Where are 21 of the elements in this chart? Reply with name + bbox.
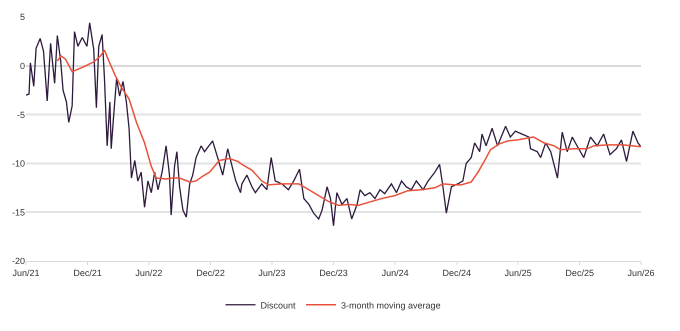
y-tick-label: -10	[12, 158, 25, 169]
y-tick-label: 5	[20, 12, 25, 22]
line-series	[56, 49, 641, 206]
y-tick-label: -5	[16, 110, 25, 120]
line-series	[26, 22, 641, 227]
y-tick-label: 0	[20, 60, 25, 71]
x-tick-label: Jun/26	[627, 268, 655, 278]
x-tick-label: Jun/21	[12, 268, 40, 278]
legend-label: 3-month moving average	[341, 300, 441, 310]
x-tick-label: Dec/23	[319, 268, 348, 278]
x-tick-label: Dec/21	[73, 268, 102, 278]
y-tick-label: -15	[12, 207, 25, 218]
x-tick-label: Dec/25	[565, 268, 594, 278]
x-tick-label: Jun/25	[504, 268, 532, 278]
y-tick-label: -20	[12, 256, 25, 266]
x-tick-label: Jun/23	[258, 268, 286, 278]
x-tick-label: Dec/24	[442, 268, 472, 278]
x-tick-label: Jun/22	[135, 268, 162, 278]
legend-label: Discount	[260, 300, 296, 310]
x-tick-label: Jun/24	[382, 268, 409, 278]
x-tick-label: Dec/22	[196, 268, 225, 278]
